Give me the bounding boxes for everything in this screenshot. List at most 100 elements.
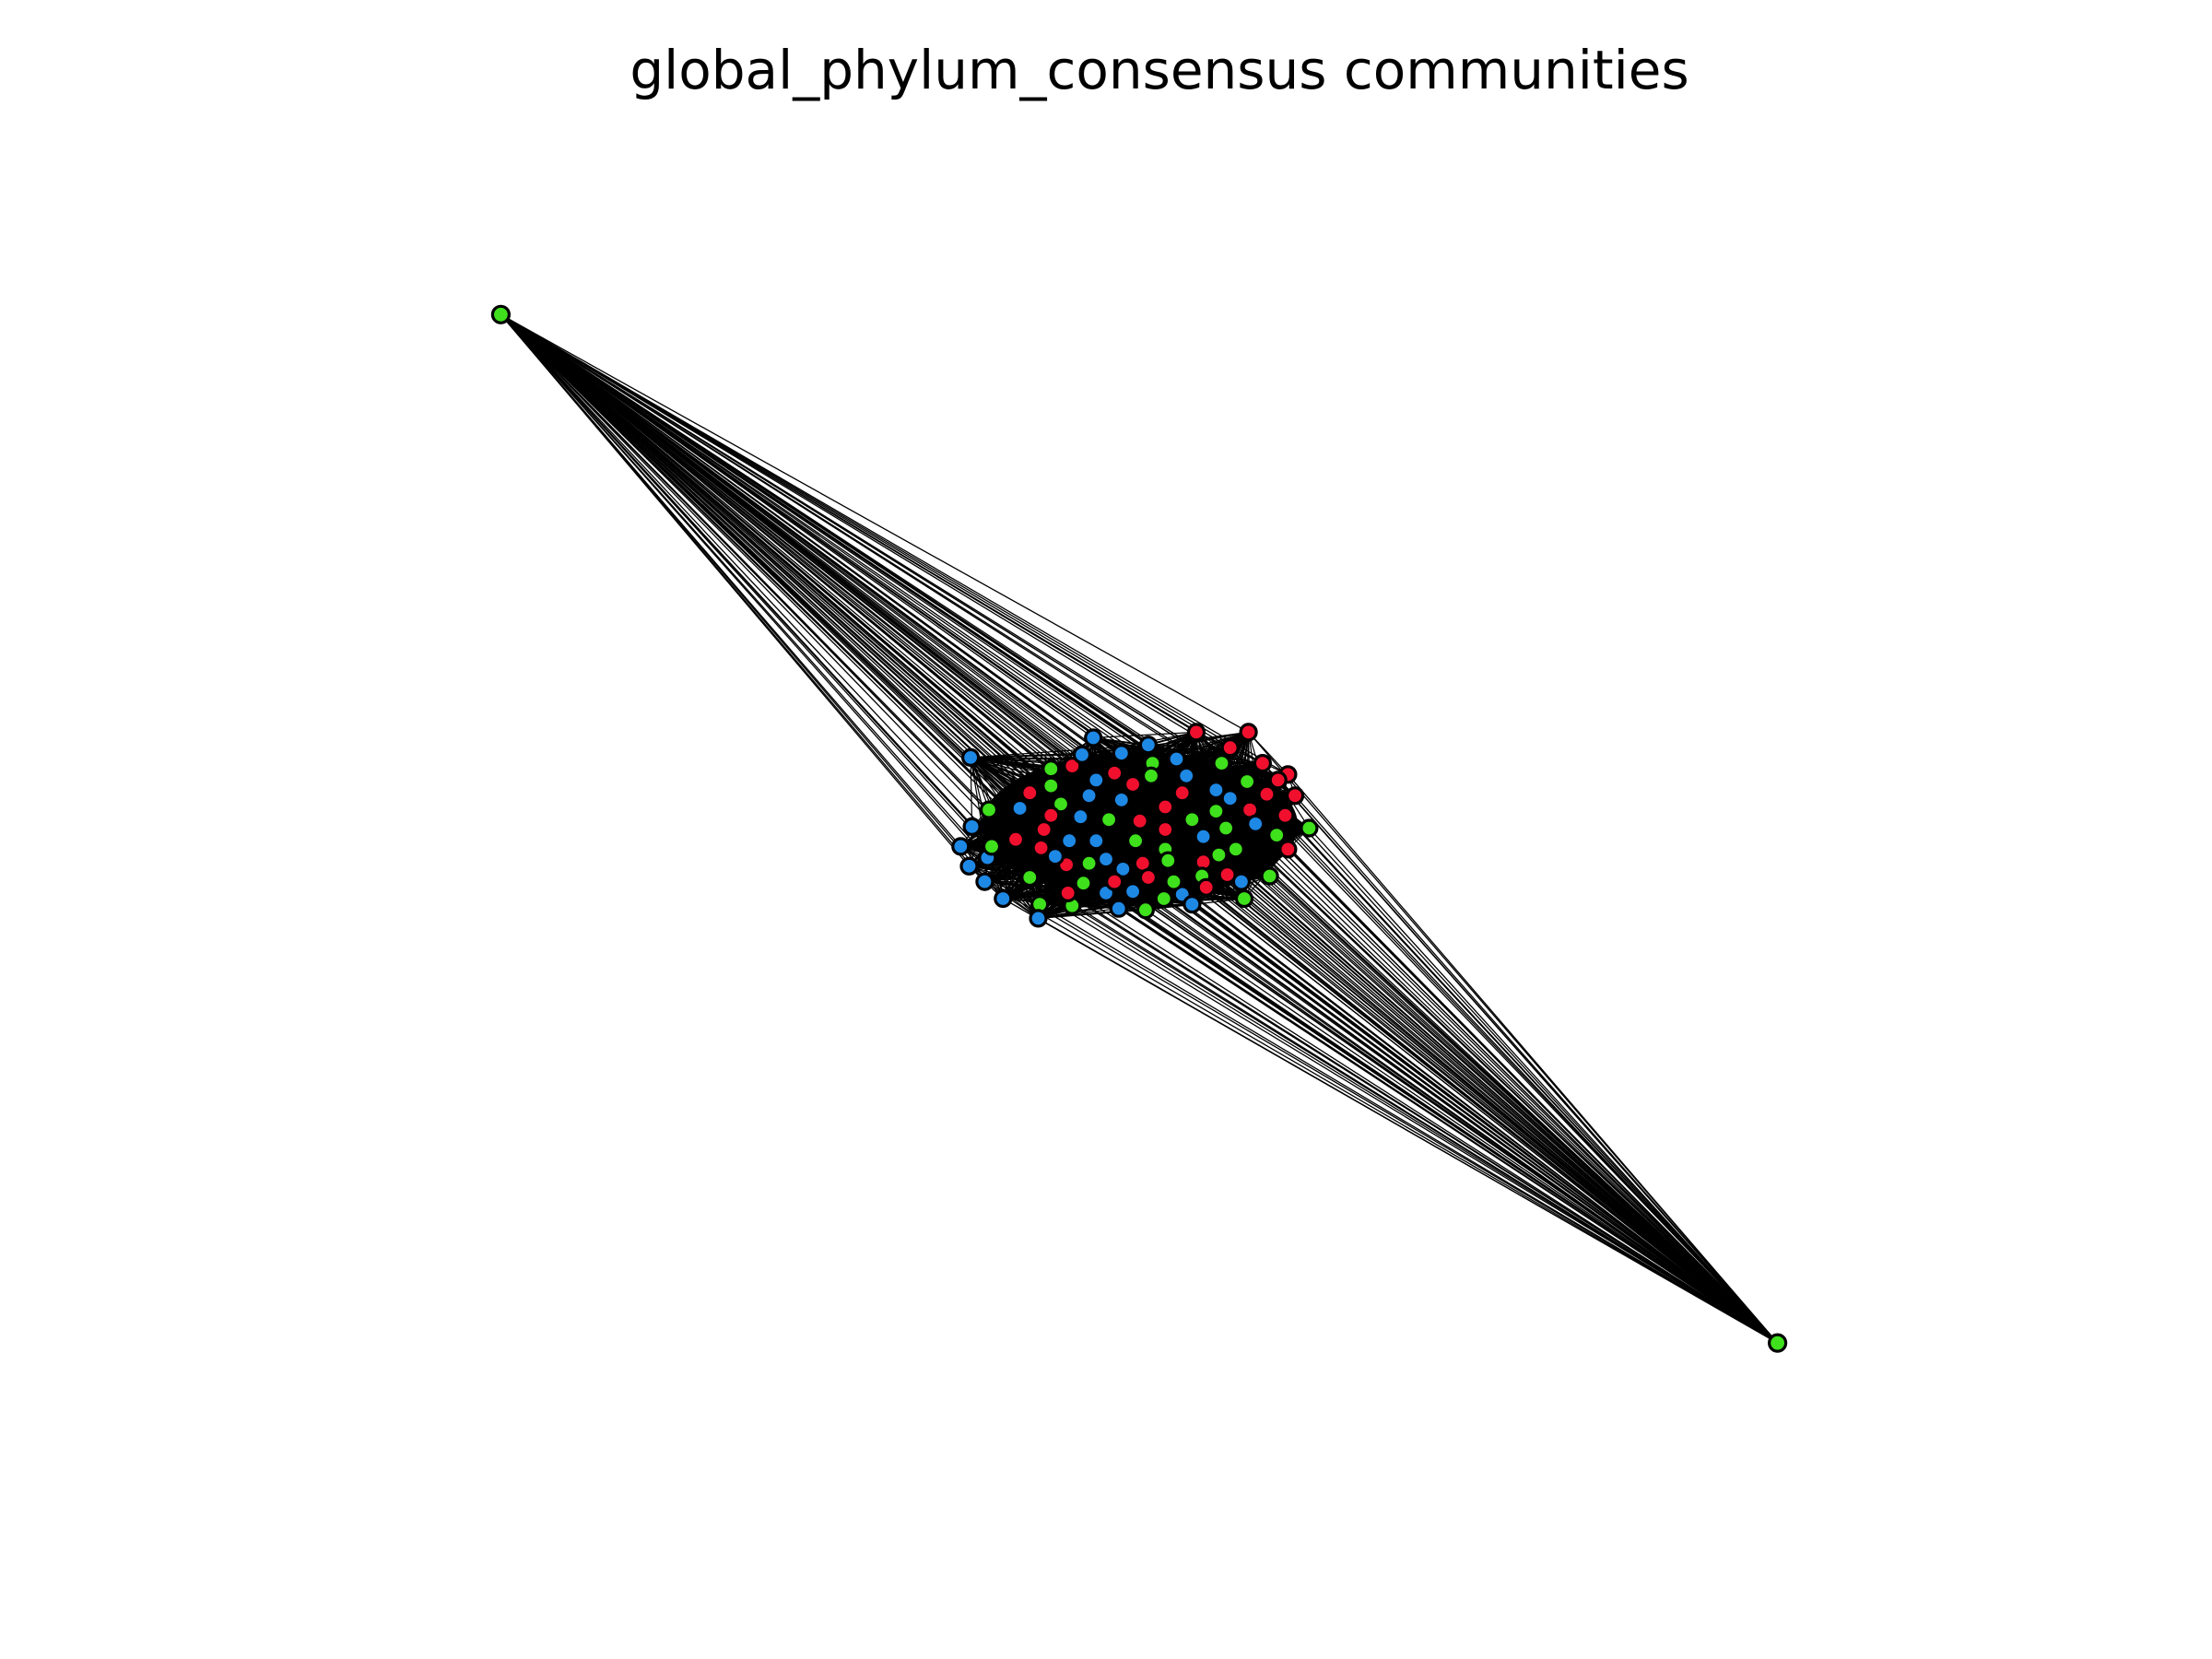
graph-node [1109, 899, 1128, 918]
graph-node [1177, 766, 1196, 785]
graph-edge [1241, 881, 1779, 1344]
graph-node [490, 304, 512, 324]
graph-node [962, 817, 982, 837]
graph-edge [1173, 881, 1778, 1344]
graph-edge [1227, 874, 1779, 1344]
graph-edge [1039, 903, 1778, 1344]
graph-edge [1113, 881, 1778, 1344]
graph-edge [500, 313, 1030, 878]
graph-node [1767, 1333, 1788, 1353]
graph-node [1112, 744, 1131, 763]
graph-edge [971, 754, 1083, 759]
graph-node [1182, 810, 1202, 830]
graph-edge [1225, 828, 1779, 1344]
graph-node [979, 800, 999, 819]
graph-node [1216, 818, 1236, 838]
graph-edge [500, 313, 1107, 860]
graph-edge [1218, 854, 1779, 1344]
graph-node [1141, 766, 1161, 785]
graph-edge [1215, 810, 1779, 1344]
graph-node [1006, 830, 1026, 849]
graph-node [1130, 811, 1149, 830]
graph-edge [1038, 917, 1778, 1344]
graph-node [1206, 780, 1226, 800]
graph-node [1079, 786, 1099, 806]
graph-edge [1118, 903, 1193, 910]
graph-node [1239, 723, 1258, 742]
graph-node [1278, 840, 1298, 859]
graph-edge [500, 313, 1136, 841]
graph-edge [1287, 773, 1779, 1344]
graph-edge [1185, 775, 1779, 1344]
graph-edge [1068, 840, 1778, 1344]
graph-edge [500, 313, 1217, 812]
graph-edge [1284, 815, 1779, 1344]
graph-node [1063, 756, 1082, 776]
graph-node [1045, 846, 1065, 866]
graph-node [1041, 806, 1061, 825]
graph-node [1105, 763, 1124, 782]
graph-edge [1192, 903, 1778, 1344]
graph-node [1041, 759, 1061, 779]
graph-edge [500, 313, 1296, 796]
graph-node [1257, 784, 1277, 804]
graph-node [1123, 774, 1143, 794]
graph-edge [500, 313, 1069, 894]
graph-node [1194, 827, 1213, 846]
graph-node [1182, 894, 1202, 914]
graph-edge [1230, 747, 1779, 1344]
graph-edge [500, 313, 1231, 799]
graph-edge [1145, 909, 1778, 1344]
graph-node [1087, 771, 1106, 790]
graph-node [1079, 853, 1099, 873]
graph-edge [1294, 794, 1779, 1344]
graph-node [1112, 790, 1131, 810]
graph-edge [1215, 789, 1779, 1344]
graph-node [1164, 872, 1183, 891]
graph-node [959, 856, 979, 876]
graph-node [1096, 849, 1116, 869]
graph-edge [987, 857, 1778, 1344]
graph-edge [1015, 839, 1778, 1344]
graph-edge [500, 313, 1288, 775]
graph-node [1267, 825, 1287, 845]
graph-node [1031, 838, 1051, 858]
graph-edge [1269, 876, 1779, 1344]
graph-edge [1243, 898, 1779, 1344]
graph-edge [1246, 781, 1779, 1344]
graph-node [1186, 723, 1206, 742]
graph-edge [1135, 840, 1779, 1344]
graph-node [1156, 797, 1175, 817]
graph-node [1268, 771, 1288, 790]
graph-node [1087, 831, 1106, 851]
graph-node [1260, 866, 1279, 886]
graph-edge [1147, 877, 1778, 1344]
graph-node [1209, 845, 1229, 865]
graph-node [1029, 909, 1048, 928]
graph-edge [500, 313, 993, 847]
graph-edge [1308, 828, 1779, 1344]
graph-node [1218, 865, 1237, 885]
graph-edge [500, 313, 1004, 900]
graph-edge [1230, 797, 1779, 1344]
graph-node [1058, 883, 1077, 903]
graph-node [1237, 771, 1257, 792]
graph-edge [500, 313, 1084, 884]
graph-edge [1071, 905, 1778, 1344]
graph-edge [1067, 892, 1778, 1344]
graph-edge [1287, 848, 1779, 1344]
graph-node [1212, 753, 1231, 773]
graph-node [1099, 810, 1119, 830]
plot-title: global_phylum_consensus communities [629, 39, 1689, 101]
graph-node [1020, 783, 1040, 803]
graph-edge [1203, 836, 1779, 1344]
graph-node [1276, 806, 1295, 825]
graph-edge [970, 757, 973, 827]
graph-edge [959, 845, 1778, 1344]
graph-node [1084, 728, 1103, 747]
graph-edge [984, 881, 1778, 1344]
graph-node [1285, 786, 1305, 806]
graph-edge [1248, 731, 1288, 775]
graph-node [1138, 867, 1159, 888]
